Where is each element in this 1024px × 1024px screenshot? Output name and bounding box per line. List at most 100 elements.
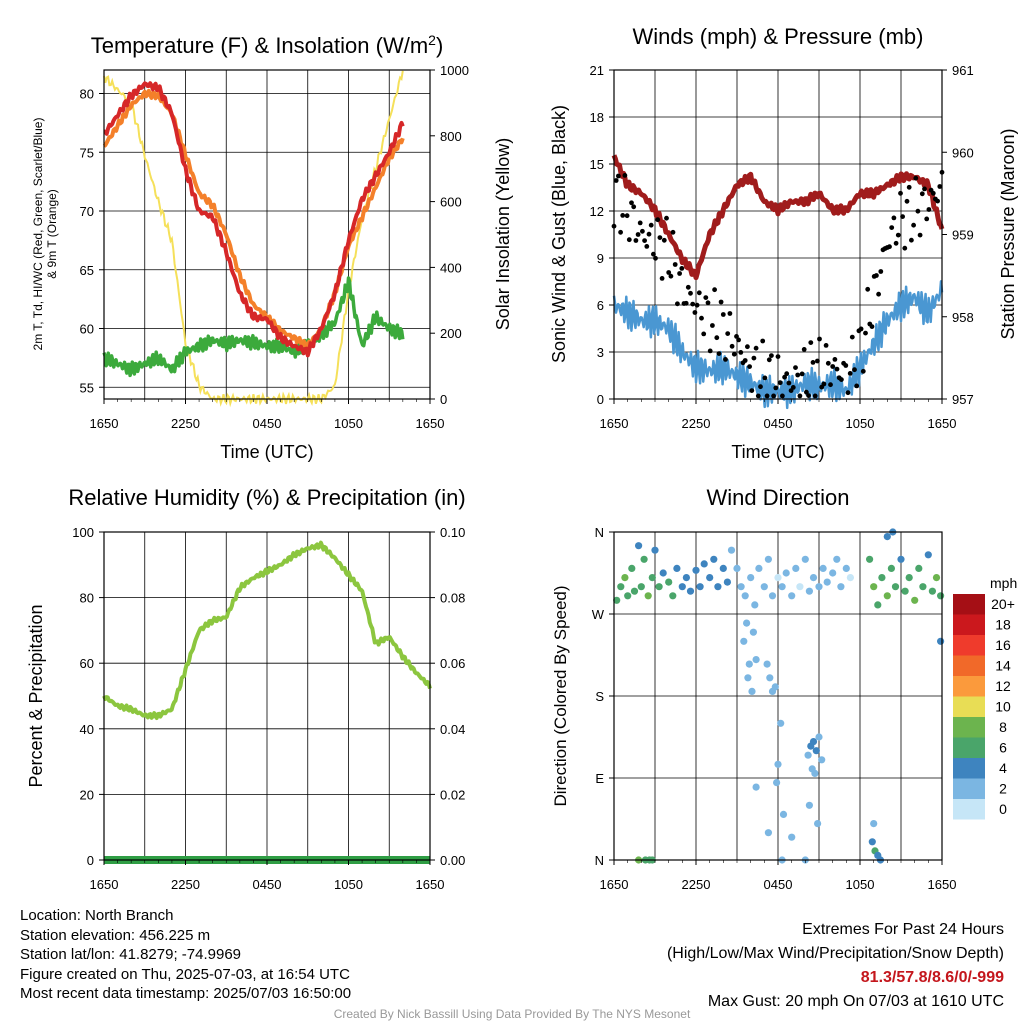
gust-point [852, 367, 857, 373]
gust-point [742, 358, 748, 363]
gust-point [692, 310, 698, 315]
gust-point [889, 225, 895, 231]
y2-tick-label: 600 [440, 195, 462, 210]
legend-swatch [953, 737, 985, 758]
direction-point [874, 601, 882, 609]
gust-point [801, 347, 807, 352]
direction-point [760, 583, 768, 591]
gust-point [815, 358, 820, 364]
gust-point [922, 186, 927, 192]
gust-point [935, 198, 940, 204]
temperature-panel: Temperature (F) & Insolation (W/m2) 55 60… [31, 32, 513, 462]
station-info: Location: North Branch Station elevation… [20, 906, 351, 1004]
gust-point [828, 382, 833, 388]
temperature-xlabel: Time (UTC) [220, 442, 313, 462]
direction-point [744, 674, 752, 682]
gust-point [613, 178, 619, 183]
x-tick-label: 2250 [682, 877, 711, 892]
y-tick-label: E [595, 771, 604, 786]
temperature-title: Temperature (F) & Insolation (W/m2) [91, 32, 444, 58]
gust-point [657, 235, 663, 241]
solar-insolation-line [103, 70, 404, 408]
gust-point [703, 295, 709, 300]
gust-point [751, 355, 757, 361]
gust-point [731, 351, 737, 357]
direction-point [692, 566, 700, 574]
gust-point [893, 240, 899, 246]
legend-label: 16 [995, 637, 1011, 653]
x-tick-label: 2250 [171, 877, 200, 892]
gust-point [924, 216, 930, 222]
gust-point [904, 198, 910, 204]
gust-point [747, 364, 752, 369]
gust-point [810, 360, 816, 365]
direction-point [782, 569, 790, 577]
direction-point [686, 587, 695, 595]
direction-point [617, 583, 625, 591]
gust-point [716, 351, 722, 356]
x-tick-label: 1650 [90, 416, 119, 431]
direction-point [915, 564, 923, 573]
direction-point [659, 569, 667, 577]
legend-swatch [953, 676, 985, 697]
direction-point [651, 546, 659, 554]
direction-point [842, 564, 850, 573]
gust-point [618, 229, 623, 235]
x-tick-label: 1050 [846, 416, 875, 431]
gust-point [878, 269, 884, 274]
gust-point [930, 190, 936, 196]
legend-label: 10 [995, 699, 1011, 715]
y-tick-label: S [595, 689, 604, 704]
direction-point [805, 587, 814, 595]
extremes-values: 81.3/57.8/8.6/0/-999 [860, 969, 1004, 986]
legend-swatch [953, 717, 985, 738]
direction-point [771, 683, 779, 691]
x-tick-label: 1050 [334, 877, 363, 892]
gust-point [712, 287, 717, 293]
direction-point [741, 592, 749, 600]
gust-point [705, 300, 711, 306]
y-tick-label: 60 [80, 656, 94, 671]
gust-point [626, 237, 632, 243]
gust-point [845, 390, 851, 396]
gust-point [812, 393, 818, 399]
gust-point [797, 393, 803, 399]
direction-point [937, 592, 945, 600]
gust-point [701, 331, 707, 337]
direction-point [706, 574, 714, 582]
max-gust: Max Gust: 20 mph On 07/03 at 1610 UTC [707, 993, 1004, 1010]
direction-point [932, 574, 941, 582]
gust-point [900, 214, 905, 220]
direction-point [644, 592, 652, 600]
gust-point [937, 184, 943, 189]
gust-point [688, 290, 693, 296]
y-tick-label: 21 [590, 63, 604, 78]
gust-point [734, 334, 739, 339]
temp-9m-line [102, 88, 405, 351]
direction-point [648, 574, 656, 582]
direction-point [755, 564, 763, 573]
gust-point [795, 372, 801, 378]
gust-point [664, 215, 669, 221]
y2-tick-label: 0.02 [440, 787, 465, 802]
gust-point [659, 276, 665, 281]
gust-point [670, 229, 676, 235]
legend-swatch [953, 635, 985, 656]
direction-point [710, 555, 718, 563]
direction-point [774, 760, 782, 768]
direction-point [745, 660, 753, 668]
legend-label: 4 [999, 760, 1007, 776]
y2-tick-label: 200 [440, 326, 462, 341]
gust-point [683, 300, 689, 306]
gust-point [718, 299, 724, 305]
direction-point [764, 555, 773, 563]
gust-point [832, 357, 838, 362]
temperature-ylabel-line2: & 9m T (Orange) [45, 189, 59, 279]
gust-point [651, 251, 656, 257]
dewpoint-line [102, 276, 405, 378]
direction-point [818, 756, 826, 764]
direction-point [837, 583, 845, 591]
x-tick-label: 1650 [928, 877, 957, 892]
gust-point [806, 393, 811, 398]
direction-point [635, 542, 643, 550]
